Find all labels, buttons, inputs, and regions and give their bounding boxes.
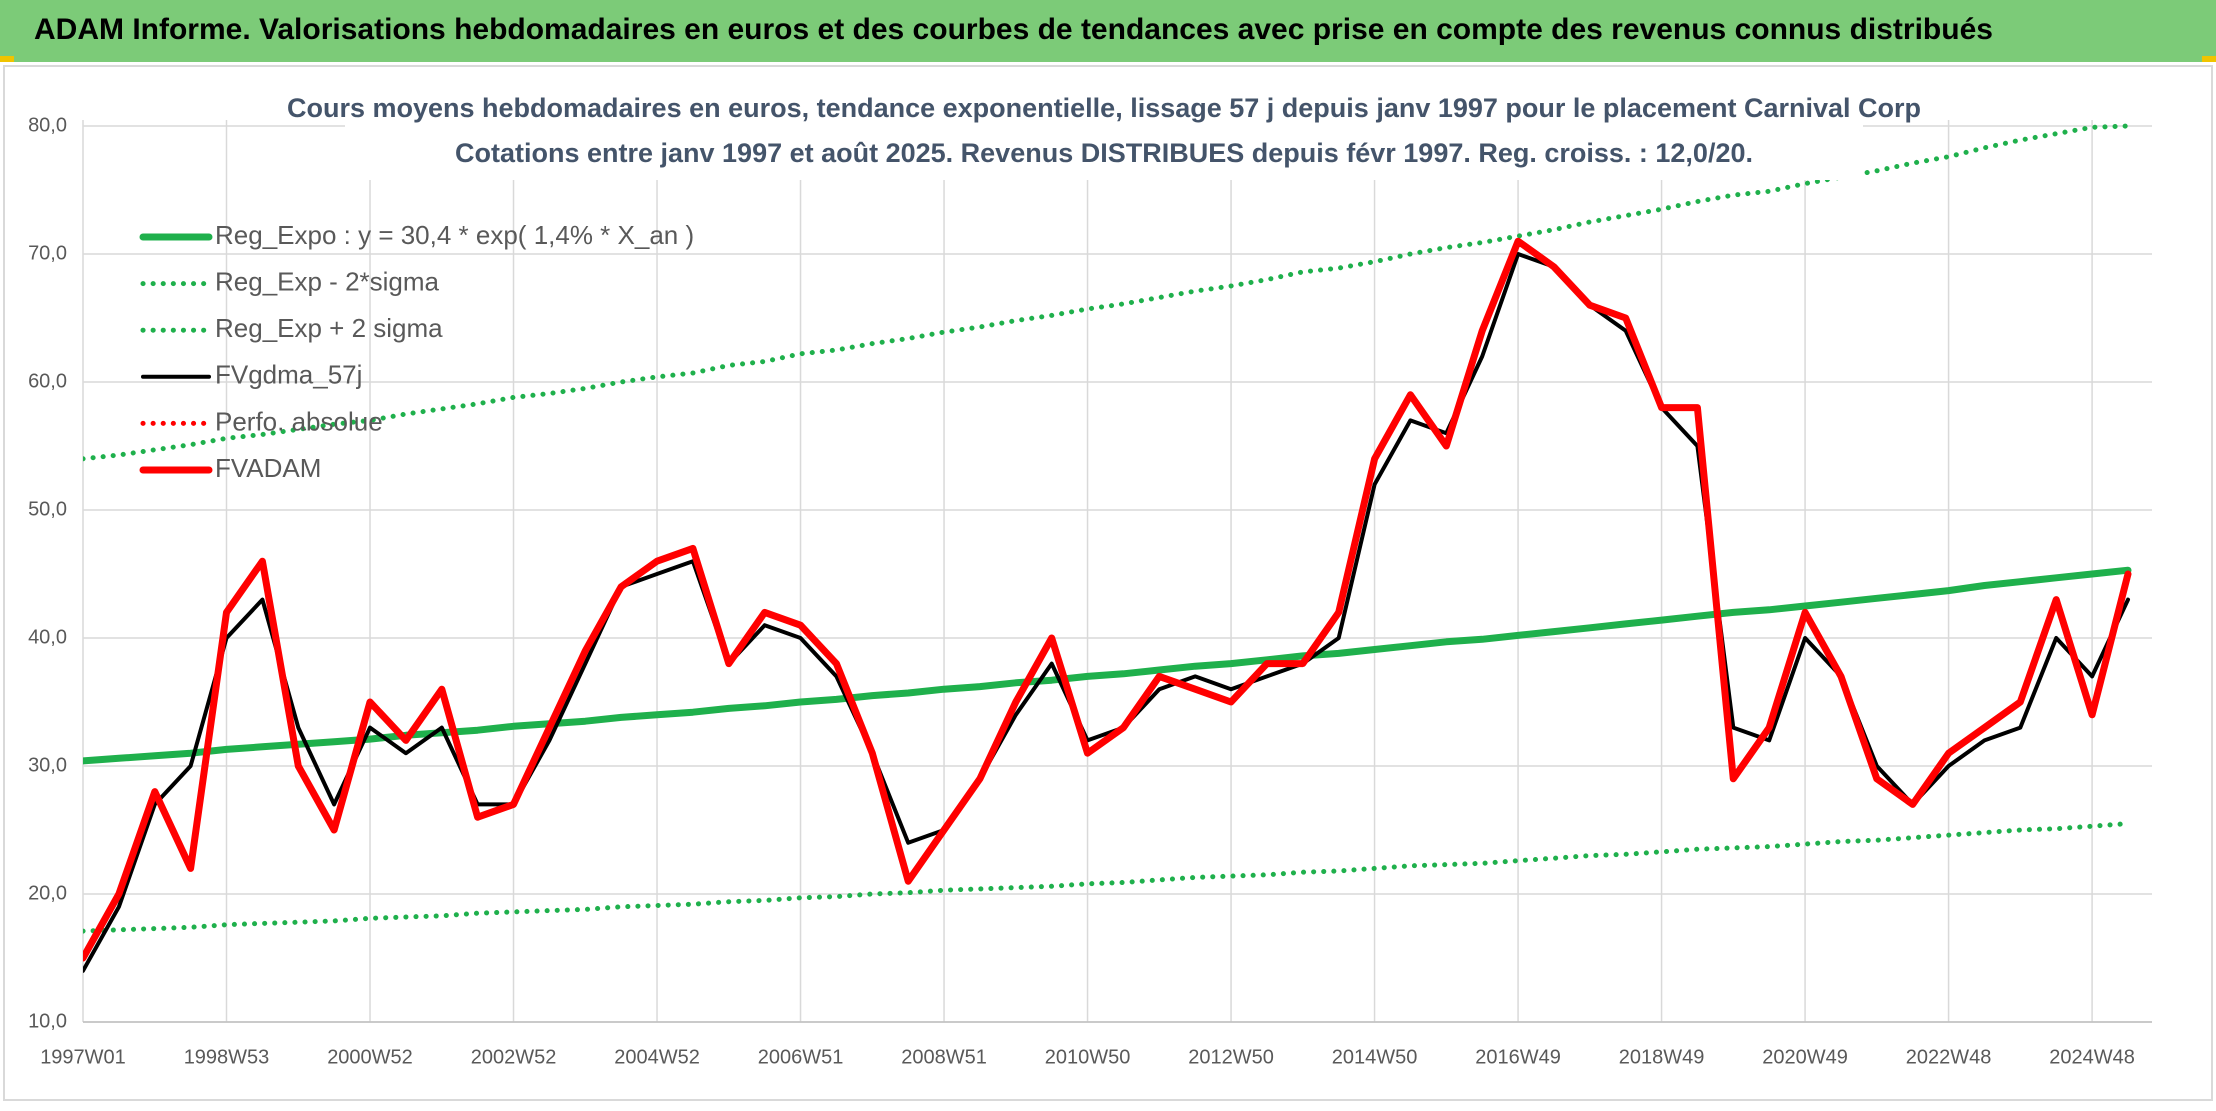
x-tick-label: 2004W52: [614, 1046, 700, 1068]
series-line: [83, 123, 2131, 462]
x-tick-label: 2024W48: [2049, 1046, 2135, 1068]
x-tick-label: 2012W50: [1188, 1046, 1274, 1068]
chart-subtitle: Cotations entre janv 1997 et août 2025. …: [455, 138, 1753, 168]
y-tick-label: 50,0: [28, 498, 67, 520]
y-tick-label: 20,0: [28, 882, 67, 904]
series-line: [83, 252, 2130, 973]
x-tick-label: 1997W01: [40, 1046, 126, 1068]
chart-title: Cours moyens hebdomadaires en euros, ten…: [287, 93, 1921, 123]
corner-mark: [0, 56, 14, 62]
x-tick-label: 2016W49: [1475, 1046, 1561, 1068]
x-tick-label: 2008W51: [901, 1046, 987, 1068]
legend-label: Reg_Expo : y = 30,4 * exp( 1,4% * X_an ): [215, 220, 694, 250]
y-tick-label: 60,0: [28, 370, 67, 392]
legend-label: FVgdma_57j: [215, 360, 362, 390]
x-tick-label: 2010W50: [1045, 1046, 1131, 1068]
y-tick-label: 80,0: [28, 114, 67, 136]
x-tick-label: 2002W52: [471, 1046, 557, 1068]
x-tick-label: 2018W49: [1619, 1046, 1705, 1068]
y-tick-label: 10,0: [28, 1010, 67, 1032]
legend-label: Reg_Exp - 2*sigma: [215, 266, 440, 296]
series-line: [83, 821, 2131, 934]
title-box: [345, 88, 1863, 180]
series-line: [83, 237, 2132, 962]
x-tick-label: 2022W48: [1906, 1046, 1992, 1068]
corner-mark: [2202, 56, 2216, 62]
x-tick-label: 2000W52: [327, 1046, 413, 1068]
x-tick-label: 1998W53: [184, 1046, 270, 1068]
series-line: [83, 566, 2132, 765]
header-band: [0, 0, 2216, 62]
x-tick-label: 2014W50: [1332, 1046, 1418, 1068]
x-tick-label: 2006W51: [758, 1046, 844, 1068]
y-tick-label: 70,0: [28, 242, 67, 264]
legend-label: Perfo. absolue: [215, 406, 383, 436]
header-title: ADAM Informe. Valorisations hebdomadaire…: [34, 13, 1993, 46]
legend-label: Reg_Exp + 2 sigma: [215, 313, 443, 343]
chart-area: [3, 65, 2213, 1101]
x-tick-label: 2020W49: [1762, 1046, 1848, 1068]
y-tick-label: 40,0: [28, 626, 67, 648]
legend-label: FVADAM: [215, 453, 321, 483]
y-tick-label: 30,0: [28, 754, 67, 776]
